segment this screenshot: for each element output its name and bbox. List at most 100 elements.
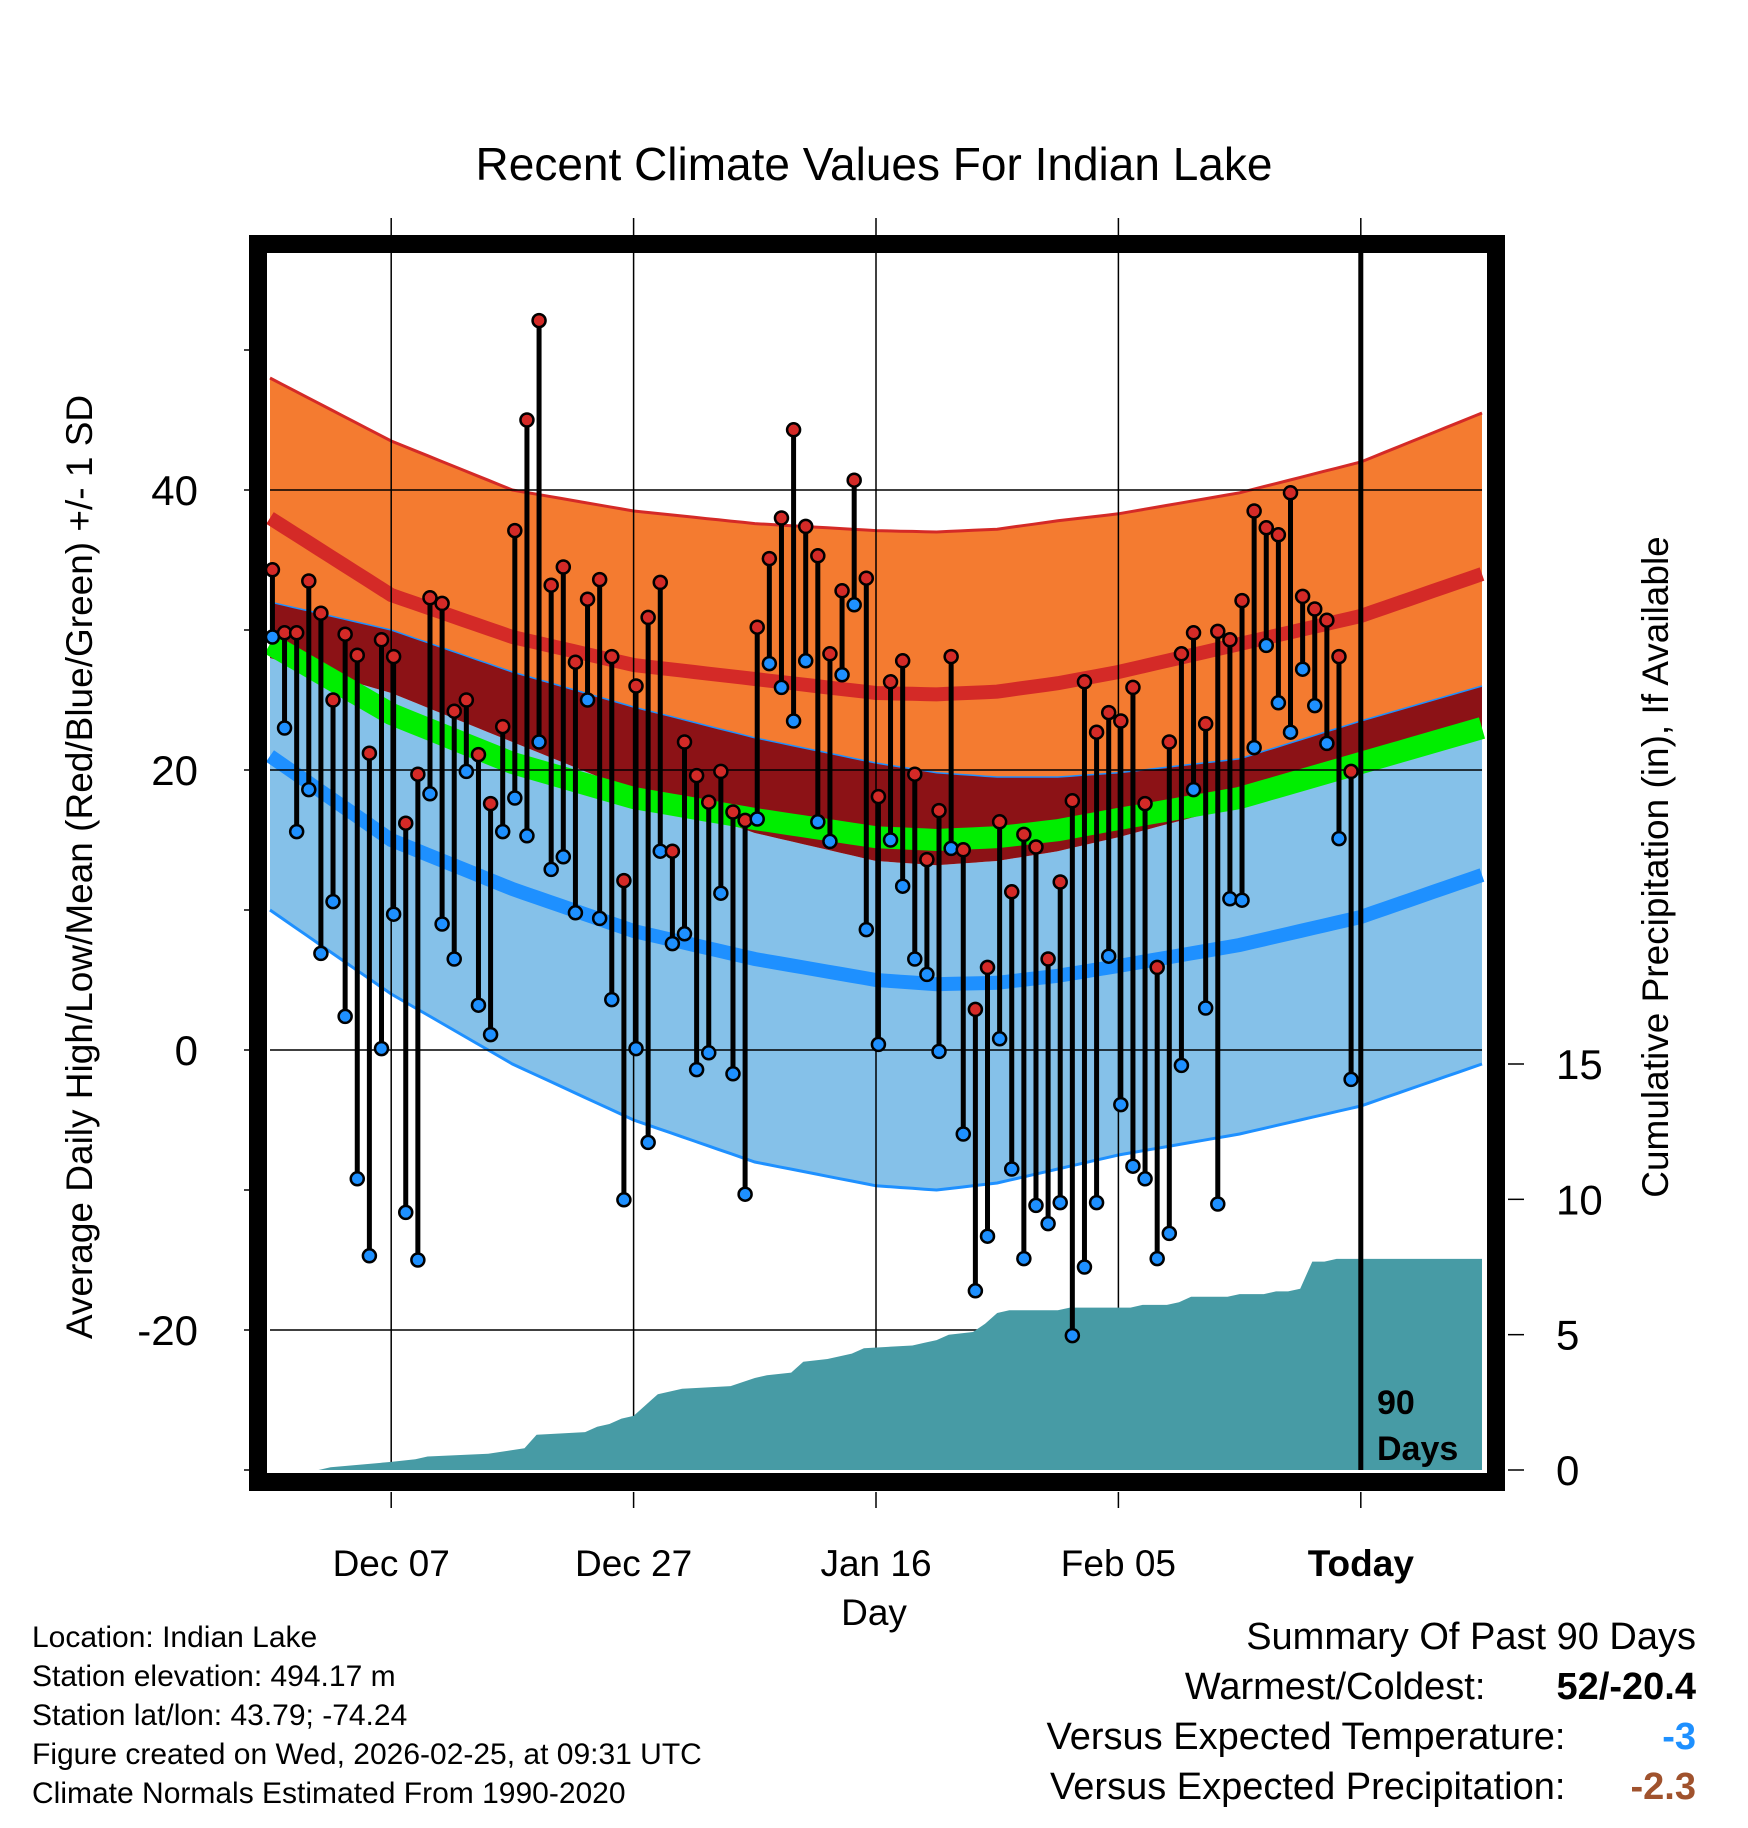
obs-low-point bbox=[313, 945, 329, 962]
obs-high-point bbox=[1113, 713, 1129, 729]
obs-low-point bbox=[785, 713, 802, 729]
obs-low-point bbox=[482, 1026, 499, 1043]
obs-high-point bbox=[1003, 884, 1020, 900]
obs-high-point bbox=[979, 959, 996, 976]
obs-high-point bbox=[579, 591, 596, 607]
obs-low-point bbox=[531, 734, 547, 750]
temp-label: Versus Expected Temperature: bbox=[1046, 1716, 1566, 1758]
obs-low-point bbox=[1282, 724, 1299, 740]
obs-high-point bbox=[567, 654, 584, 670]
obs-low-point bbox=[676, 926, 693, 942]
obs-low-point bbox=[919, 966, 935, 983]
obs-low-point bbox=[797, 653, 814, 669]
obs-low-point bbox=[397, 1204, 414, 1221]
obs-high-point bbox=[628, 678, 644, 694]
obs-high-point bbox=[1197, 716, 1214, 732]
obs-high-point bbox=[1294, 588, 1311, 605]
obs-low-point bbox=[761, 655, 778, 672]
obs-low-point bbox=[1028, 1197, 1044, 1214]
obs-high-point bbox=[616, 872, 632, 889]
obs-high-point bbox=[458, 692, 475, 708]
obs-low-point bbox=[858, 921, 875, 938]
obs-high-point bbox=[1088, 724, 1105, 740]
obs-high-point bbox=[313, 605, 329, 621]
obs-high-point bbox=[288, 625, 305, 641]
y2-tick-label: 15 bbox=[1556, 1041, 1603, 1088]
obs-low-point bbox=[446, 951, 462, 967]
obs-high-point bbox=[907, 766, 923, 782]
obs-high-point bbox=[1125, 679, 1141, 696]
chart-title: Recent Climate Values For Indian Lake bbox=[476, 138, 1273, 190]
obs-low-point bbox=[1294, 661, 1311, 677]
obs-low-point bbox=[846, 597, 862, 613]
obs-high-point bbox=[361, 745, 378, 761]
y-tick-label: 20 bbox=[151, 747, 198, 794]
obs-low-point bbox=[713, 885, 729, 901]
obs-low-point bbox=[325, 893, 341, 910]
obs-high-point bbox=[1222, 632, 1238, 648]
obs-high-point bbox=[1149, 959, 1165, 976]
obs-high-point bbox=[604, 648, 620, 665]
obs-low-point bbox=[1306, 697, 1323, 714]
obs-high-point bbox=[1185, 625, 1202, 641]
y2-tick-label: 0 bbox=[1556, 1447, 1579, 1494]
obs-low-point bbox=[664, 935, 681, 952]
y-axis-label: Average Daily High/Low/Mean (Red/Blue/Gr… bbox=[59, 395, 100, 1339]
obs-high-point bbox=[264, 562, 281, 578]
obs-high-point bbox=[688, 767, 705, 784]
obs-high-point bbox=[640, 609, 656, 626]
obs-low-point bbox=[301, 781, 317, 798]
obs-high-point bbox=[1270, 527, 1287, 543]
obs-high-point bbox=[494, 718, 511, 735]
obs-low-point bbox=[591, 910, 608, 927]
obs-high-point bbox=[543, 577, 559, 593]
obs-low-point bbox=[1016, 1250, 1032, 1267]
summary-warmest-coldest: Warmest/Coldest: 52/-20.4 bbox=[1047, 1662, 1696, 1712]
obs-low-point bbox=[410, 1252, 426, 1268]
obs-high-point bbox=[749, 619, 765, 635]
obs-low-point bbox=[288, 823, 305, 840]
summary-temp: Versus Expected Temperature: -3 bbox=[1047, 1712, 1696, 1762]
obs-high-point bbox=[482, 795, 499, 812]
obs-high-point bbox=[822, 646, 838, 662]
y2-tick-label: 10 bbox=[1556, 1176, 1603, 1223]
x-tick-label: Jan 16 bbox=[820, 1543, 931, 1584]
summary-title: Summary Of Past 90 Days bbox=[1246, 1616, 1696, 1658]
obs-low-point bbox=[737, 1186, 753, 1202]
obs-high-point bbox=[1173, 646, 1190, 662]
obs-high-point bbox=[761, 550, 778, 567]
obs-high-point bbox=[591, 571, 608, 588]
obs-low-point bbox=[1003, 1161, 1020, 1177]
obs-low-point bbox=[1149, 1250, 1165, 1267]
obs-high-point bbox=[1331, 648, 1347, 665]
obs-high-point bbox=[1040, 951, 1056, 967]
elevation-line: Station elevation: 494.17 m bbox=[32, 1660, 396, 1693]
obs-low-point bbox=[434, 916, 450, 932]
obs-high-point bbox=[325, 692, 341, 708]
obs-high-point bbox=[700, 794, 717, 810]
plot-frame bbox=[249, 235, 1505, 1491]
y2-tick-label: 5 bbox=[1556, 1312, 1579, 1359]
obs-high-point bbox=[919, 851, 935, 868]
obs-low-point bbox=[1076, 1259, 1093, 1275]
obs-high-point bbox=[397, 815, 414, 831]
obs-low-point bbox=[1234, 892, 1250, 908]
obs-high-point bbox=[943, 648, 959, 665]
obs-low-point bbox=[1319, 735, 1335, 752]
obs-low-point bbox=[361, 1248, 378, 1264]
x-tick-label: Dec 27 bbox=[575, 1543, 692, 1584]
x-tick-label: Today bbox=[1308, 1543, 1415, 1584]
obs-high-point bbox=[349, 647, 366, 663]
obs-high-point bbox=[1246, 503, 1262, 519]
obs-low-point bbox=[1161, 1225, 1178, 1242]
obs-low-point bbox=[422, 786, 438, 802]
obs-low-point bbox=[1113, 1096, 1129, 1113]
obs-low-point bbox=[1064, 1327, 1081, 1344]
obs-low-point bbox=[1137, 1171, 1153, 1187]
obs-high-point bbox=[519, 412, 535, 428]
obs-low-point bbox=[349, 1171, 366, 1187]
obs-low-point bbox=[507, 790, 523, 806]
y-tick-label: 0 bbox=[175, 1027, 198, 1074]
warmest-coldest-value: 52/-20.4 bbox=[1556, 1666, 1696, 1708]
